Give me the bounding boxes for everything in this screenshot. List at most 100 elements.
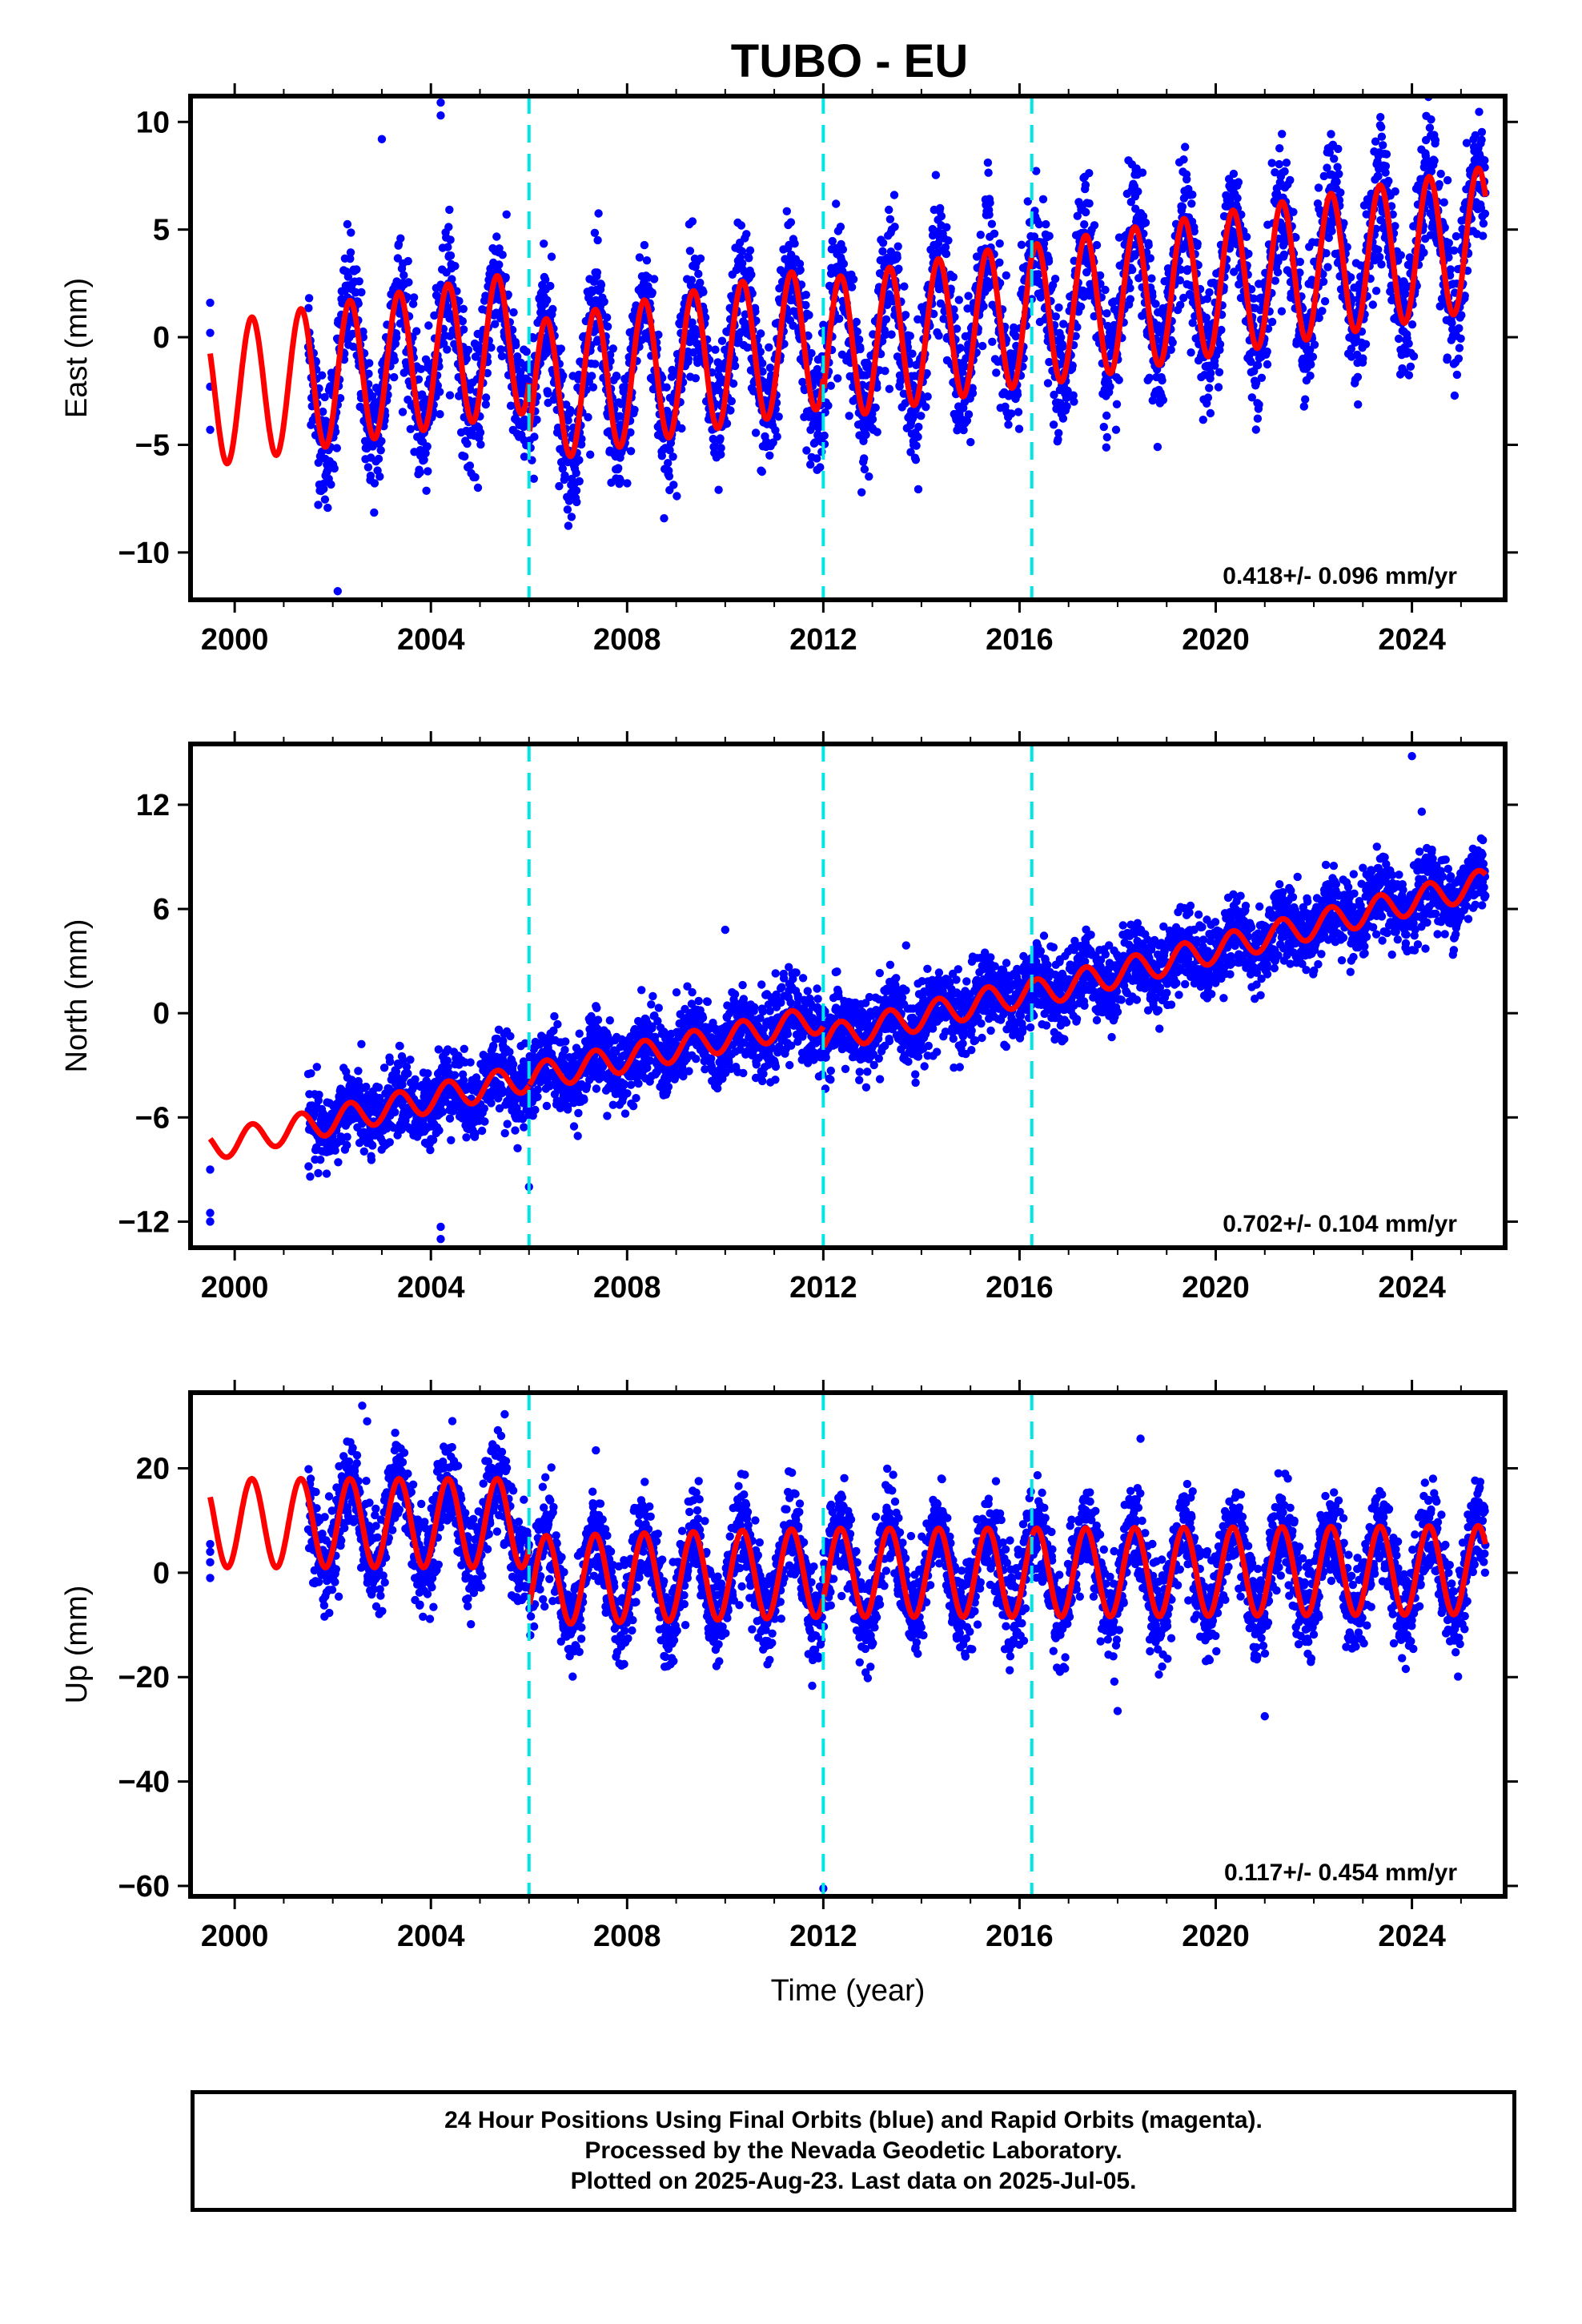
y-tick-label: 0 — [153, 321, 170, 355]
data-point — [368, 1141, 377, 1150]
x-tick-label: 2000 — [201, 623, 269, 657]
data-point — [1354, 400, 1363, 409]
data-point — [506, 401, 516, 410]
data-point — [563, 505, 572, 514]
data-point — [1058, 414, 1068, 423]
data-point — [1275, 144, 1284, 153]
data-point — [1444, 239, 1454, 247]
data-point — [306, 1172, 315, 1181]
data-point — [922, 369, 931, 378]
data-point — [1359, 354, 1367, 363]
data-point — [742, 230, 751, 239]
data-point — [801, 300, 810, 310]
data-point — [906, 448, 915, 456]
data-point — [942, 223, 951, 231]
data-point — [1057, 333, 1066, 342]
data-point — [608, 344, 617, 353]
data-point — [366, 471, 375, 480]
data-point — [1244, 249, 1253, 259]
data-point — [1419, 248, 1428, 257]
data-point — [1205, 384, 1214, 392]
data-point — [726, 406, 735, 415]
data-point — [304, 294, 314, 303]
data-point — [642, 256, 652, 265]
data-point — [616, 476, 625, 485]
data-point — [1273, 267, 1283, 277]
data-point — [662, 406, 672, 416]
data-point — [343, 272, 353, 281]
data-point — [694, 269, 703, 279]
data-point — [786, 218, 796, 227]
x-tick-label: 2008 — [593, 623, 661, 657]
data-point — [820, 431, 829, 440]
velocity-label: 0.418+/- 0.096 mm/yr — [1223, 563, 1457, 589]
data-point — [824, 401, 833, 410]
data-point — [1188, 190, 1197, 199]
data-point — [564, 521, 573, 530]
data-point — [711, 345, 720, 354]
data-point — [1255, 400, 1263, 409]
data-point — [1038, 195, 1048, 203]
data-point — [859, 436, 868, 445]
data-point — [990, 229, 999, 238]
data-point — [868, 415, 877, 424]
data-point — [1111, 425, 1121, 434]
data-point — [845, 412, 853, 420]
data-point — [541, 275, 550, 284]
data-point — [737, 221, 746, 230]
data-point — [307, 1069, 315, 1078]
data-point — [404, 256, 412, 266]
data-point — [393, 254, 403, 263]
data-point — [1193, 239, 1202, 248]
data-point — [416, 468, 424, 477]
data-point — [1044, 257, 1054, 266]
data-point — [665, 472, 674, 480]
data-point — [317, 447, 327, 456]
data-point — [434, 1045, 443, 1054]
data-point — [805, 311, 813, 320]
data-point — [1215, 368, 1224, 376]
data-point — [669, 452, 677, 461]
data-point — [1147, 274, 1156, 283]
data-point — [985, 210, 994, 219]
data-point — [543, 296, 552, 304]
data-point — [406, 424, 415, 433]
data-point — [555, 481, 564, 491]
data-point — [444, 223, 453, 231]
data-point — [838, 245, 848, 254]
data-point — [968, 388, 978, 398]
data-point — [323, 466, 332, 475]
data-point — [1106, 382, 1114, 391]
data-point — [657, 452, 666, 460]
data-point — [445, 1114, 455, 1123]
data-point — [502, 210, 511, 219]
data-point — [584, 412, 592, 422]
data-point — [459, 304, 468, 313]
data-point — [588, 383, 598, 392]
data-point — [1080, 220, 1089, 229]
data-point — [696, 254, 705, 263]
data-point — [319, 485, 328, 493]
data-point — [931, 171, 941, 179]
data-point — [1334, 144, 1343, 154]
data-point — [816, 463, 825, 472]
data-point — [648, 288, 656, 297]
data-point — [1286, 175, 1295, 185]
data-point — [1407, 320, 1417, 329]
data-point — [590, 228, 600, 237]
data-point — [828, 236, 837, 246]
x-tick-label: 2024 — [1378, 623, 1446, 657]
data-point — [669, 480, 678, 489]
data-point — [487, 343, 496, 352]
data-point — [476, 428, 485, 437]
data-point — [546, 281, 555, 291]
data-point — [374, 1083, 383, 1092]
data-point — [1382, 150, 1391, 159]
data-point — [1375, 252, 1384, 262]
data-point — [1327, 130, 1335, 139]
data-point — [588, 372, 596, 380]
data-point — [529, 334, 538, 343]
data-point — [436, 410, 444, 419]
data-point — [1450, 391, 1460, 400]
data-point — [1267, 317, 1277, 327]
